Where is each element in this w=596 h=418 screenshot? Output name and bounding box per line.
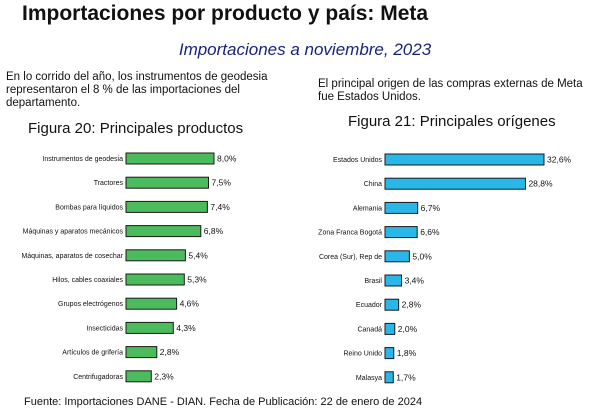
product-category-label: Bombas para líquidos <box>55 204 123 211</box>
product-category-label: Insecticidas <box>86 325 123 332</box>
origin-bar <box>384 201 419 214</box>
product-bar <box>125 152 215 165</box>
product-bar <box>125 370 152 383</box>
origin-value-label: 6,6% <box>420 227 440 237</box>
product-bar <box>125 225 202 238</box>
product-bar <box>125 200 208 213</box>
origin-category-label: Zona Franca Bogotá <box>318 230 382 237</box>
origin-category-label: Malasya <box>356 375 382 382</box>
origin-value-label: 2,8% <box>402 300 422 310</box>
origin-bar <box>384 177 526 190</box>
product-category-label: Centrifugadoras <box>73 374 123 381</box>
product-value-label: 4,6% <box>180 299 200 309</box>
product-bar <box>125 297 178 310</box>
origin-bar <box>384 226 418 239</box>
origin-bar <box>384 274 403 287</box>
page-subtitle: Importaciones a noviembre, 2023 <box>178 40 432 59</box>
origin-value-label: 2,0% <box>398 324 418 334</box>
product-category-label: Máquinas y aparatos mecánicos <box>23 229 124 236</box>
origin-value-label: 28,8% <box>528 179 553 189</box>
product-category-label: Instrumentos de geodesia <box>42 156 123 163</box>
product-value-label: 7,4% <box>210 202 230 212</box>
product-value-label: 5,3% <box>187 275 207 285</box>
origin-value-label: 3,4% <box>405 276 425 286</box>
origin-value-label: 5,0% <box>412 251 432 261</box>
products-description: En lo corrido del año, los instrumentos … <box>6 71 268 109</box>
product-bar <box>125 346 158 359</box>
product-value-label: 5,4% <box>188 250 208 260</box>
product-value-label: 8,0% <box>217 154 237 164</box>
product-category-label: Tractores <box>94 180 124 187</box>
origin-value-label: 1,7% <box>396 372 416 382</box>
page-title: Importaciones por producto y país: Meta <box>22 2 429 25</box>
product-category-label: Artículos de grifería <box>62 350 123 357</box>
origin-bar <box>384 322 396 335</box>
origin-bar <box>384 153 545 166</box>
origin-bar <box>384 371 394 384</box>
product-category-label: Grupos electrógenos <box>58 301 123 308</box>
product-bar <box>125 273 185 286</box>
products-chart-title: Figura 20: Principales productos <box>28 120 244 137</box>
origin-bar <box>384 250 410 263</box>
origins-description: El principal origen de las compras exter… <box>318 78 583 103</box>
source-note: Fuente: Importaciones DANE - DIAN. Fecha… <box>24 396 423 408</box>
origin-bars: Estados Unidos 32,6% China 28,8% Alemania 6,7… <box>318 153 572 384</box>
origin-category-label: Canadá <box>357 326 382 333</box>
origin-category-label: Reino Unido <box>343 351 382 358</box>
product-value-label: 2,3% <box>154 371 174 381</box>
origin-category-label: Estados Unidos <box>333 157 383 164</box>
product-category-label: Máquinas, aparatos de cosechar <box>21 253 123 260</box>
origins-chart-title: Figura 21: Principales orígenes <box>348 113 556 130</box>
origin-bar <box>384 347 395 360</box>
origin-value-label: 1,8% <box>397 348 417 358</box>
product-value-label: 7,5% <box>212 178 232 188</box>
origin-value-label: 32,6% <box>547 155 572 165</box>
product-value-label: 6,8% <box>204 226 224 236</box>
origin-category-label: Ecuador <box>356 302 383 309</box>
origin-bar <box>384 298 400 311</box>
product-bar <box>125 176 209 189</box>
product-bars: Instrumentos de geodesia 8,0% Tractores 7,5… <box>21 152 237 383</box>
origin-category-label: Corea (Sur), Rep de <box>319 254 382 261</box>
product-bar <box>125 321 174 334</box>
origin-category-label: Alemania <box>353 205 382 212</box>
origin-category-label: China <box>364 181 382 188</box>
product-value-label: 2,8% <box>160 347 180 357</box>
origin-category-label: Brasil <box>364 278 382 285</box>
product-category-label: Hilos, cables coaxiales <box>52 277 123 284</box>
product-value-label: 4,3% <box>176 323 196 333</box>
product-bar <box>125 249 186 262</box>
origin-value-label: 6,7% <box>421 203 441 213</box>
